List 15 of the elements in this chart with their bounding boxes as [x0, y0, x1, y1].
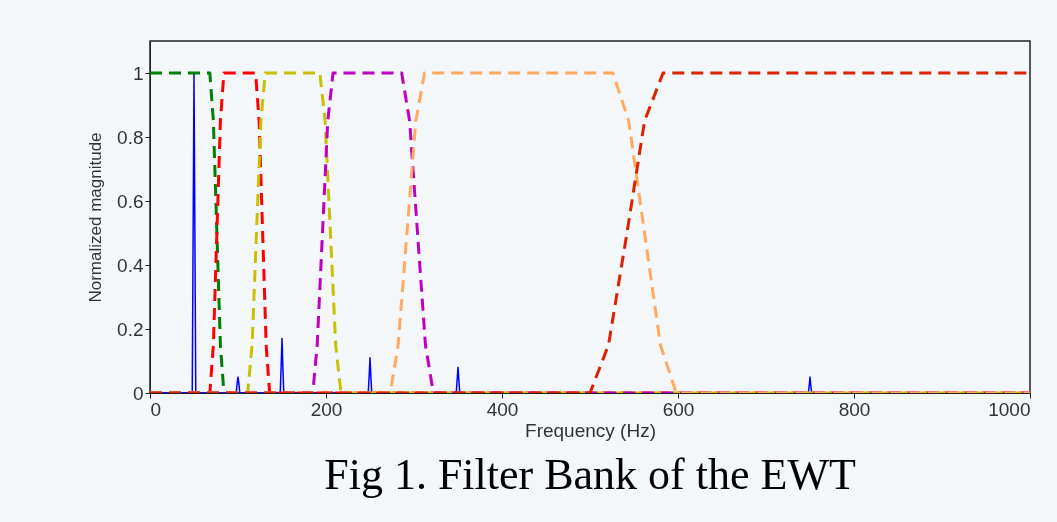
x-axis-title: Frequency (Hz): [525, 419, 656, 441]
x-tick-label: 1000: [988, 398, 1031, 420]
x-tick-label: 600: [662, 398, 695, 420]
x-tick-label: 0: [150, 398, 162, 420]
y-tick-label: 0.2: [117, 318, 144, 340]
y-tick-label: 0.6: [117, 190, 144, 212]
x-tick-label: 800: [838, 398, 871, 420]
y-tick-label: 0: [132, 382, 144, 404]
y-axis-title: Normalized magnitude: [86, 132, 106, 303]
y-tick-label: 0.8: [117, 126, 144, 148]
y-tick-label: 1: [132, 62, 144, 84]
y-tick-label: 0.4: [117, 254, 144, 276]
x-tick-label: 400: [486, 398, 519, 420]
text: Fig 1. Filter Bank of the EWT: [324, 450, 856, 499]
x-tick-label: 200: [310, 398, 343, 420]
